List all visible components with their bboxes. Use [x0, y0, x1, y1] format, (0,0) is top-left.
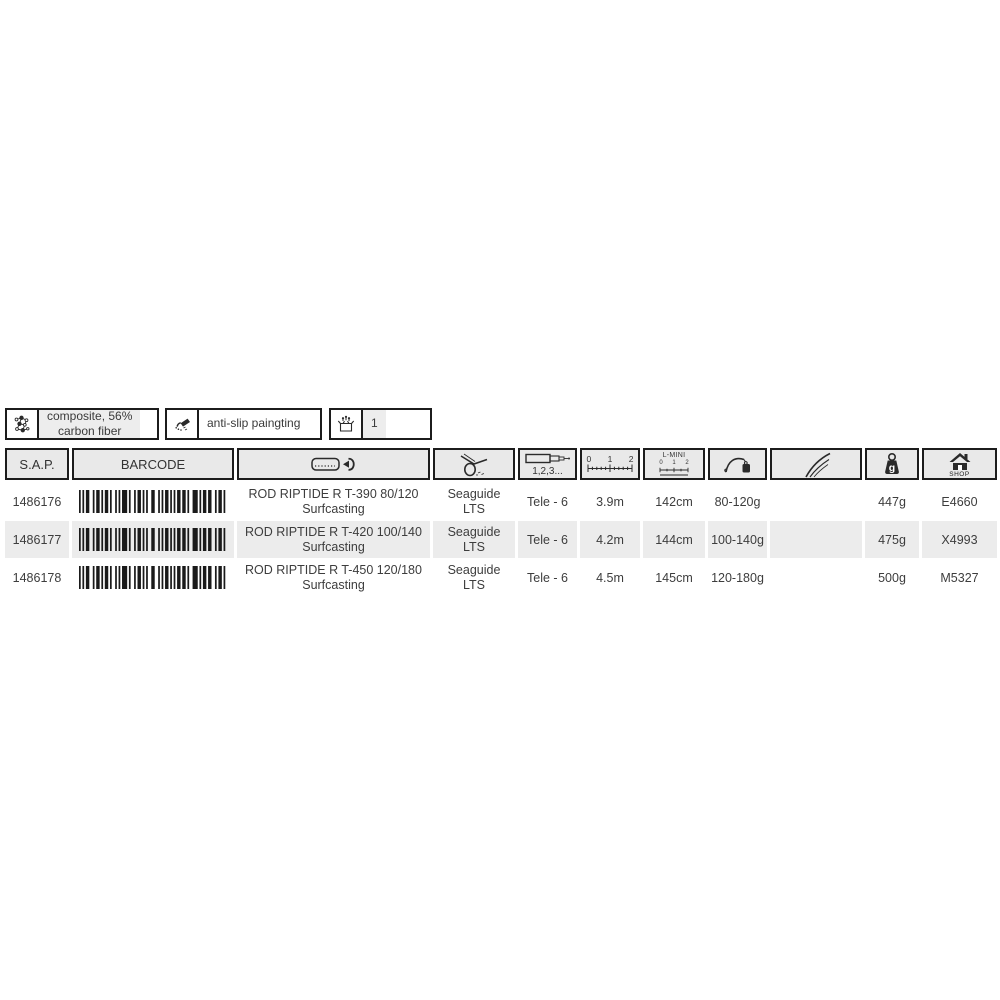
col-header-sap: S.A.P.: [5, 448, 69, 480]
col-header-action: [770, 448, 862, 480]
col-header-casting-weight: [708, 448, 767, 480]
col-header-sections: 1,2,3...: [518, 448, 577, 480]
cell-action: [770, 559, 862, 596]
packaging-box-icon: [331, 410, 363, 438]
cell-guides: Seaguide LTS: [433, 521, 515, 558]
shop-house-icon: [947, 451, 973, 470]
cell-weight: 500g: [865, 559, 919, 596]
badge-composite-label: composite, 56% carbon fiber: [39, 409, 141, 438]
cell-casting-weight: 80-120g: [708, 483, 767, 520]
shop-icon-label: SHOP: [949, 470, 970, 478]
cell-sections: Tele - 6: [518, 521, 577, 558]
table-row: 1486178 ROD RIPTIDE R T-450 120/180 Surf…: [5, 559, 997, 596]
cell-closed-length: 142cm: [643, 483, 705, 520]
cell-shop-code: M5327: [922, 559, 997, 596]
cell-length: 4.2m: [580, 521, 640, 558]
cell-sap: 1486178: [5, 559, 69, 596]
casting-weight-icon: [721, 451, 755, 477]
cell-shop-code: E4660: [922, 483, 997, 520]
sections-icon-label: 1,2,3...: [532, 465, 563, 477]
barcode-image: [79, 528, 226, 551]
cell-weight: 475g: [865, 521, 919, 558]
anti-slip-spray-icon: [167, 410, 199, 438]
table-row: 1486177 ROD RIPTIDE R T-420 100/140 Surf…: [5, 521, 997, 558]
cell-product-name: ROD RIPTIDE R T-450 120/180 Surfcasting: [237, 559, 430, 596]
table-row: 1486176 ROD RIPTIDE R T-390 80/120 Surfc…: [5, 483, 997, 520]
feature-badges: composite, 56% carbon fiber anti-slip pa…: [5, 408, 997, 440]
ruler-scale-label: 0 1 2: [586, 454, 634, 464]
badge-anti-slip: anti-slip paingting: [165, 408, 322, 440]
barcode-image: [79, 490, 226, 513]
cell-closed-length: 145cm: [643, 559, 705, 596]
cell-closed-length: 144cm: [643, 521, 705, 558]
badge-anti-slip-label: anti-slip paingting: [199, 410, 309, 438]
col-header-name: [237, 448, 430, 480]
cell-shop-code: X4993: [922, 521, 997, 558]
cell-length: 4.5m: [580, 559, 640, 596]
cell-guides: Seaguide LTS: [433, 559, 515, 596]
col-header-barcode: BARCODE: [72, 448, 234, 480]
cell-action: [770, 483, 862, 520]
composite-molecule-icon: [7, 410, 39, 438]
col-header-weight: g: [865, 448, 919, 480]
lmini-scale-label: 0 1 2: [659, 460, 689, 466]
telescopic-sections-icon: [524, 452, 571, 465]
col-header-closed-length: L-MINI 0 1 2: [643, 448, 705, 480]
badge-quantity-value: 1: [363, 410, 386, 438]
ruler-icon: [587, 463, 633, 473]
col-header-length: 0 1 2: [580, 448, 640, 480]
cell-casting-weight: 120-180g: [708, 559, 767, 596]
cell-barcode: [72, 559, 234, 596]
weight-unit-letter: g: [889, 462, 895, 474]
rod-handle-icon: [310, 455, 358, 474]
cell-sap: 1486176: [5, 483, 69, 520]
cell-casting-weight: 100-140g: [708, 521, 767, 558]
cell-product-name: ROD RIPTIDE R T-420 100/140 Surfcasting: [237, 521, 430, 558]
cell-barcode: [72, 483, 234, 520]
rod-tip-action-icon: [799, 451, 833, 478]
cell-sap: 1486177: [5, 521, 69, 558]
lmini-label: L-MINI: [662, 452, 686, 459]
cell-guides: Seaguide LTS: [433, 483, 515, 520]
cell-length: 3.9m: [580, 483, 640, 520]
weight-icon: g: [879, 452, 905, 477]
cell-sections: Tele - 6: [518, 483, 577, 520]
rod-guide-icon: [458, 451, 490, 478]
cell-product-name: ROD RIPTIDE R T-390 80/120 Surfcasting: [237, 483, 430, 520]
col-header-guides: [433, 448, 515, 480]
col-header-shop: SHOP: [922, 448, 997, 480]
product-spec-block: composite, 56% carbon fiber anti-slip pa…: [5, 408, 997, 596]
spec-table-header: S.A.P. BARCODE: [5, 448, 997, 480]
cell-barcode: [72, 521, 234, 558]
badge-quantity: 1: [329, 408, 432, 440]
cell-action: [770, 521, 862, 558]
lmini-ruler-icon: [659, 467, 689, 476]
cell-sections: Tele - 6: [518, 559, 577, 596]
cell-weight: 447g: [865, 483, 919, 520]
barcode-image: [79, 566, 226, 589]
badge-composite: composite, 56% carbon fiber: [5, 408, 159, 440]
